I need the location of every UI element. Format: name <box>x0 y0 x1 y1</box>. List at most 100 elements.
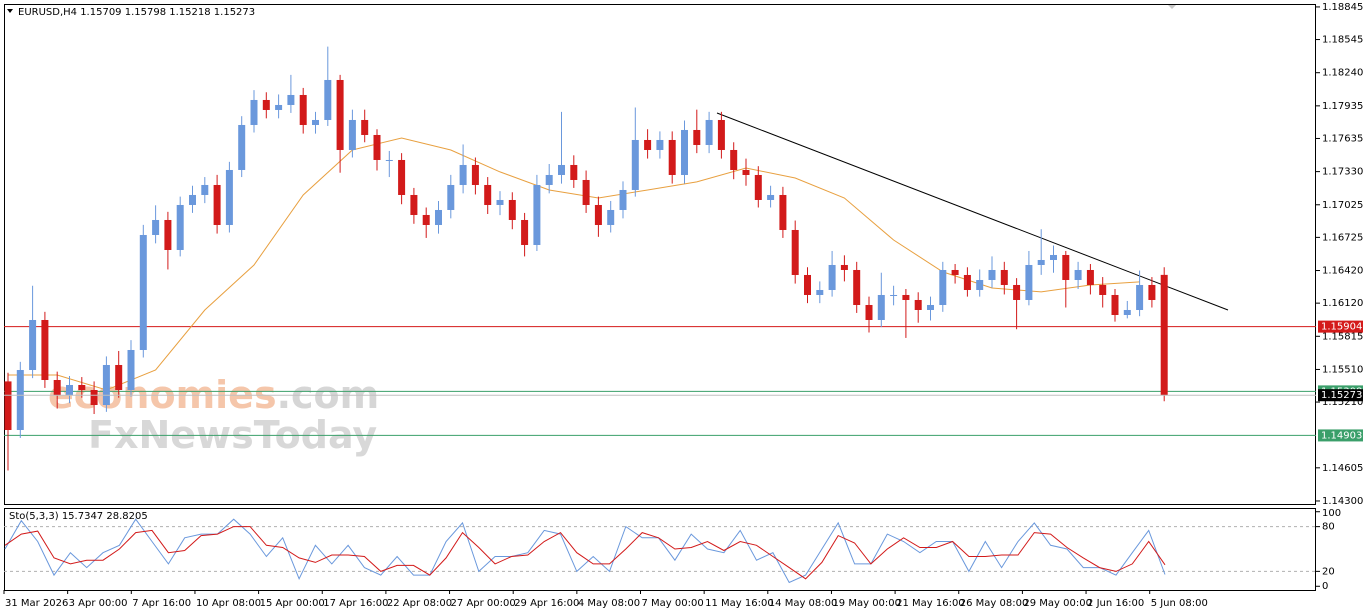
candle-body <box>262 99 270 110</box>
main-panel <box>4 4 1316 505</box>
time-label: 21 May 16:00 <box>896 598 965 609</box>
stoch-line <box>4 526 1166 580</box>
time-label: 22 Apr 08:00 <box>387 598 452 609</box>
candle-body <box>705 119 713 145</box>
candle-body <box>767 194 775 200</box>
candle-body <box>668 139 676 175</box>
stoch-panel <box>4 508 1316 591</box>
time-label: 26 May 08:00 <box>960 598 1029 609</box>
candle-body <box>533 184 541 245</box>
y-tick-label: 1.18240 <box>1322 68 1363 79</box>
candle-body <box>558 164 565 175</box>
candle-body <box>804 274 811 295</box>
candle-body <box>988 269 996 280</box>
candle-body <box>41 319 49 380</box>
candle-body <box>115 364 123 390</box>
stoch-title: Sto(5,3,3) 15.7347 28.8205 <box>9 511 148 522</box>
bid-label: 1.15273 <box>1321 390 1362 401</box>
time-label: 4 May 08:00 <box>578 598 640 609</box>
time-label: 7 Apr 16:00 <box>132 598 191 609</box>
stoch-tick-label: 100 <box>1322 508 1341 519</box>
candle-body <box>1086 269 1094 285</box>
y-tick-label: 1.17635 <box>1322 133 1363 144</box>
y-tick-label: 1.18845 <box>1322 2 1363 13</box>
candle-body <box>1074 269 1082 280</box>
candle-body <box>66 384 73 395</box>
price-level-tag <box>1318 429 1363 442</box>
candle-body <box>619 189 627 210</box>
chart-header: EURUSD,H4 1.15709 1.15798 1.15218 1.1527… <box>18 7 255 18</box>
candle-body <box>681 129 688 175</box>
candle-body <box>201 184 209 195</box>
candle-body <box>582 179 590 205</box>
price-level-label: 1.14903 <box>1321 430 1362 441</box>
candle-body <box>348 119 356 150</box>
candle-body <box>312 119 319 125</box>
y-tick-label: 1.14605 <box>1322 463 1363 474</box>
candle-body <box>890 294 898 296</box>
candle-body <box>939 269 947 305</box>
time-label: 17 Apr 16:00 <box>323 598 388 609</box>
time-label: 11 May 16:00 <box>705 598 774 609</box>
moving-average <box>8 137 1140 391</box>
candle-body <box>435 209 442 225</box>
candle-body <box>324 79 332 120</box>
candle-body <box>336 79 344 150</box>
price-level-tag <box>1318 320 1363 333</box>
candle-body <box>754 174 762 200</box>
candle-body <box>508 199 516 220</box>
y-tick-label: 1.17330 <box>1322 167 1363 178</box>
candle-body <box>1136 284 1144 310</box>
candle-body <box>914 299 922 310</box>
candle-body <box>1148 284 1156 300</box>
candle-body <box>164 219 172 250</box>
y-tick-label: 1.16725 <box>1322 232 1363 243</box>
candle-body <box>459 164 467 185</box>
candle-body <box>398 159 406 195</box>
y-tick-label: 1.17025 <box>1322 200 1363 211</box>
candle-body <box>902 294 910 300</box>
time-label: 2 Jun 16:00 <box>1087 598 1144 609</box>
candle-body <box>607 209 615 225</box>
candle-body <box>1013 284 1021 300</box>
y-tick-label: 1.15510 <box>1322 364 1363 375</box>
time-label: 5 Jun 08:00 <box>1151 598 1208 609</box>
y-tick-label: 1.14300 <box>1322 496 1363 507</box>
candle-body <box>213 184 221 225</box>
candle-body <box>422 214 430 225</box>
candle-body <box>963 274 971 290</box>
time-label: 3 Apr 00:00 <box>69 598 128 609</box>
candle-body <box>594 204 602 225</box>
candle-body <box>471 164 479 185</box>
candle-body <box>275 104 283 110</box>
candle-body <box>447 184 455 210</box>
candle-body <box>545 174 553 185</box>
time-label: 19 May 00:00 <box>832 598 901 609</box>
candle-body <box>152 219 160 235</box>
candle-body <box>373 134 381 160</box>
stoch-tick-label: 0 <box>1322 581 1328 592</box>
candle-body <box>53 379 61 395</box>
candle-body <box>299 94 307 125</box>
candle-body <box>656 139 664 150</box>
candle-body <box>29 319 37 370</box>
time-label: 29 May 00:00 <box>1023 598 1092 609</box>
time-label: 7 May 00:00 <box>642 598 704 609</box>
candle-body <box>238 124 246 170</box>
y-tick-label: 1.15210 <box>1322 397 1363 408</box>
candle-body <box>791 229 799 275</box>
candle-body <box>484 184 492 205</box>
candle-body <box>287 94 295 105</box>
time-label: 27 Apr 00:00 <box>451 598 516 609</box>
y-tick-label: 1.17935 <box>1322 101 1363 112</box>
candle-body <box>1062 254 1070 280</box>
candle-body <box>693 129 701 145</box>
bid-tag <box>1318 389 1363 402</box>
candle-body <box>1160 274 1168 396</box>
candle-body <box>853 269 861 305</box>
time-label: 29 Apr 16:00 <box>514 598 579 609</box>
y-tick-label: 1.15815 <box>1322 331 1363 342</box>
candle-body <box>1000 269 1008 285</box>
candle-body <box>840 264 848 270</box>
